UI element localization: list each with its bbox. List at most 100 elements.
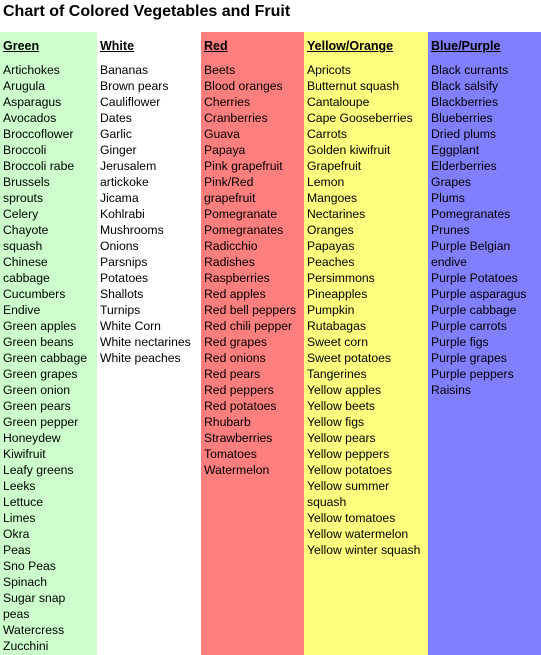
list-item: Carrots: [307, 127, 347, 141]
list-item: Sweet potatoes: [307, 351, 392, 365]
list-item: Yellow winter squash: [307, 543, 421, 557]
column-header-red: Red: [204, 39, 228, 53]
list-item: Yellow apples: [307, 383, 382, 397]
list-item: Leeks: [3, 479, 36, 493]
chart-title: Chart of Colored Vegetables and Fruit: [3, 3, 291, 20]
list-item: Guava: [204, 127, 240, 141]
list-item: Radicchio: [204, 239, 258, 253]
list-item: Green pepper: [3, 415, 79, 429]
list-item: Celery: [3, 207, 39, 221]
list-item: Watermelon: [204, 463, 270, 477]
list-item: Purple grapes: [431, 351, 507, 365]
list-item: squash: [3, 239, 43, 253]
list-item: Cantaloupe: [307, 95, 370, 109]
list-item: Raisins: [431, 383, 471, 397]
list-item: peas: [3, 607, 30, 621]
list-item: Mushrooms: [100, 223, 164, 237]
list-item: Pomegranate: [204, 207, 278, 221]
list-item: Endive: [3, 303, 41, 317]
list-item: Leafy greens: [3, 463, 74, 477]
list-item: Peaches: [307, 255, 355, 269]
column-red: Red Beets Blood oranges Cherries Cranberrie…: [201, 32, 304, 655]
list-item: Mangoes: [307, 191, 358, 205]
list-item: Brussels: [3, 175, 50, 189]
list-item: Potatoes: [100, 271, 149, 285]
column-header-yellow-orange: Yellow/Orange: [307, 39, 394, 53]
list-item: Lemon: [307, 175, 345, 189]
list-item: Red onions: [204, 351, 266, 365]
list-item: Kiwifruit: [3, 447, 46, 461]
list-item: Yellow summer: [307, 479, 390, 493]
list-item: Green apples: [3, 319, 77, 333]
list-item: Purple peppers: [431, 367, 514, 381]
list-item: Cherries: [204, 95, 251, 109]
list-item: Red grapes: [204, 335, 268, 349]
list-item: Radishes: [204, 255, 255, 269]
list-item: Grapefruit: [307, 159, 362, 173]
list-item: Tangerines: [307, 367, 367, 381]
list-item: Yellow potatoes: [307, 463, 392, 477]
list-item: Broccoli: [3, 143, 47, 157]
list-item: Pomegranates: [431, 207, 511, 221]
list-item: grapefruit: [204, 191, 256, 205]
list-item: Apricots: [307, 63, 352, 77]
list-item: Blueberries: [431, 111, 493, 125]
list-item: Green grapes: [3, 367, 78, 381]
list-item: Turnips: [100, 303, 141, 317]
list-item: Rutabagas: [307, 319, 366, 333]
list-item: Chayote: [3, 223, 49, 237]
list-item: Red apples: [204, 287, 266, 301]
list-item: Pomegranates: [204, 223, 284, 237]
list-item: Kohlrabi: [100, 207, 145, 221]
list-item: Arugula: [3, 79, 46, 93]
list-item: Purple Potatoes: [431, 271, 518, 285]
list-item: Dried plums: [431, 127, 497, 141]
list-item: Lettuce: [3, 495, 43, 509]
list-item: Purple figs: [431, 335, 489, 349]
column-list-white: Bananas Brown pears Cauliflower Dates Garlic…: [100, 62, 191, 366]
list-item: Plums: [431, 191, 465, 205]
list-item: Broccoli rabe: [3, 159, 75, 173]
list-item: Peas: [3, 543, 31, 557]
list-item: Garlic: [100, 127, 132, 141]
column-list-red: Beets Blood oranges Cherries Cranberries Gua…: [204, 62, 296, 478]
list-item: squash: [307, 495, 347, 509]
list-item: Blackberries: [431, 95, 499, 109]
list-item: Pineapples: [307, 287, 368, 301]
list-item: Sugar snap: [3, 591, 66, 605]
column-list-green: Artichokes Arugula Asparagus Avocados Brocco…: [3, 62, 87, 654]
list-item: Oranges: [307, 223, 354, 237]
list-item: Sweet corn: [307, 335, 368, 349]
list-item: Zucchini: [3, 639, 49, 653]
list-item: Purple asparagus: [431, 287, 527, 301]
list-item: cabbage: [3, 271, 50, 285]
list-item: Red pears: [204, 367, 261, 381]
list-item: Pumpkin: [307, 303, 355, 317]
list-item: Purple Belgian: [431, 239, 511, 253]
list-item: Tomatoes: [204, 447, 257, 461]
list-item: Beets: [204, 63, 236, 77]
list-item: Red bell peppers: [204, 303, 297, 317]
list-item: Green beans: [3, 335, 74, 349]
list-item: Black currants: [431, 63, 509, 77]
list-item: Papaya: [204, 143, 246, 157]
column-blue-purple: Blue/Purple Black currants Black salsify B…: [428, 32, 541, 655]
list-item: Sno Peas: [3, 559, 56, 573]
list-item: Papayas: [307, 239, 355, 253]
list-item: White nectarines: [100, 335, 191, 349]
list-item: Purple carrots: [431, 319, 507, 333]
column-yellow-orange: Yellow/Orange Apricots Butternut squash Ca…: [304, 32, 428, 655]
list-item: Black salsify: [431, 79, 499, 93]
list-item: Strawberries: [204, 431, 273, 445]
list-item: Yellow beets: [307, 399, 375, 413]
list-item: Limes: [3, 511, 36, 525]
list-item: Green cabbage: [3, 351, 88, 365]
list-item: Yellow watermelon: [307, 527, 409, 541]
list-item: Red peppers: [204, 383, 274, 397]
list-item: Artichokes: [3, 63, 60, 77]
list-item: Chinese: [3, 255, 48, 269]
list-item: Pink grapefruit: [204, 159, 283, 173]
list-item: endive: [431, 255, 467, 269]
list-item: Prunes: [431, 223, 470, 237]
list-item: Brown pears: [100, 79, 169, 93]
